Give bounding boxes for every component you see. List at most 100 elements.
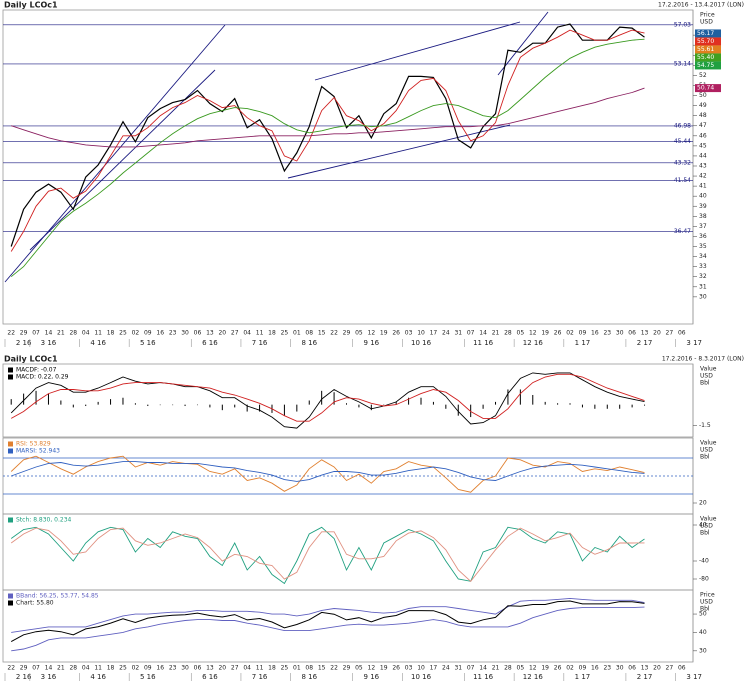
- x-tick-label: 17: [430, 330, 438, 337]
- price-tag: [695, 61, 721, 70]
- x-tick-label: 06: [194, 665, 202, 672]
- axis-unit-label: Value: [700, 516, 717, 523]
- x-tick-label: 18: [268, 665, 276, 672]
- histogram-bar: [221, 404, 223, 411]
- x-month-label: 10 16: [411, 339, 432, 347]
- histogram-bar: [644, 404, 646, 406]
- y-tick-label: 39: [699, 203, 707, 210]
- legend-label: Stch: 8.830, 0.234: [16, 517, 72, 524]
- histogram-bar: [35, 390, 37, 405]
- x-month-label: 7 16: [252, 673, 268, 681]
- axis-unit-label: Price: [700, 12, 715, 19]
- x-tick-label: 15: [318, 330, 326, 337]
- x-month-label: 1 17: [575, 673, 591, 681]
- histogram-bar: [457, 404, 459, 416]
- axis-unit-label: Value: [700, 440, 717, 447]
- histogram-bar: [346, 403, 347, 405]
- histogram-bar: [519, 389, 521, 405]
- x-tick-label: 10: [417, 330, 425, 337]
- x-tick-label: 30: [181, 330, 189, 337]
- x-tick-label: 07: [467, 665, 475, 672]
- trend-line: [497, 11, 549, 76]
- x-tick-label: 08: [305, 665, 313, 672]
- trend-line: [4, 24, 226, 283]
- level-label: 36.47: [674, 228, 691, 235]
- panel-frame: [2, 9, 694, 325]
- histogram-bar: [97, 401, 99, 405]
- series-line: [10, 23, 645, 247]
- x-tick-label: 23: [603, 330, 611, 337]
- histogram-bar: [184, 404, 186, 407]
- x-tick-label: 21: [492, 665, 500, 672]
- x-tick-label: 19: [380, 330, 388, 337]
- x-tick-label: 12: [368, 330, 376, 337]
- x-tick-label: 20: [218, 665, 226, 672]
- trend-line: [29, 69, 216, 251]
- x-tick-label: 07: [467, 330, 475, 337]
- x-tick-label: 22: [330, 665, 338, 672]
- histogram-bar: [569, 403, 571, 405]
- x-tick-label: 16: [591, 665, 599, 672]
- x-tick-label: 12: [368, 665, 376, 672]
- date-range: 17.2.2016 - 8.3.2017 (LON): [662, 356, 744, 363]
- histogram-bar: [507, 389, 509, 405]
- y-tick-label: 30: [699, 647, 707, 654]
- date-range: 17.2.2016 - 13.4.2017 (LON): [658, 2, 744, 9]
- axis-unit-label: Bbl: [700, 530, 710, 537]
- histogram-bar: [358, 404, 360, 408]
- histogram-bar: [196, 404, 198, 406]
- x-tick-label: 14: [479, 665, 487, 672]
- x-month-label: 12 16: [523, 339, 544, 347]
- histogram-bar: [606, 404, 608, 409]
- price-tag: [695, 45, 721, 54]
- legend-label: Chart: 55.80: [16, 600, 54, 607]
- x-month-label: 8 16: [301, 673, 317, 681]
- x-month-label: 3 17: [686, 339, 702, 347]
- series-line: [11, 87, 645, 148]
- x-month-label: 3 16: [41, 339, 57, 347]
- x-tick-label: 18: [107, 665, 115, 672]
- x-tick-label: 13: [206, 665, 214, 672]
- panel-frame: [2, 363, 694, 438]
- y-tick-label: 38: [699, 213, 707, 220]
- histogram-bar: [532, 394, 534, 405]
- x-tick-label: 29: [20, 330, 28, 337]
- legend-swatch: [8, 448, 13, 454]
- level-label: 46.98: [674, 122, 691, 129]
- x-tick-label: 30: [616, 330, 624, 337]
- x-tick-label: 20: [653, 665, 661, 672]
- series-line: [10, 455, 645, 493]
- histogram-bar: [544, 401, 546, 405]
- level-label: 41.54: [674, 177, 691, 184]
- y-tick-label: 45: [699, 142, 707, 149]
- x-month-label: 5 16: [140, 673, 156, 681]
- x-tick-label: 08: [305, 330, 313, 337]
- x-tick-label: 01: [293, 330, 301, 337]
- x-tick-label: 31: [454, 330, 462, 337]
- x-month-label: 4 16: [90, 673, 106, 681]
- x-tick-label: 25: [281, 665, 289, 672]
- x-tick-label: 04: [82, 330, 90, 337]
- histogram-bar: [110, 399, 112, 405]
- y-tick-label: 37: [699, 223, 707, 230]
- histogram-bar: [321, 390, 323, 405]
- legend-label: BBand: 56.25, 53.77, 54.85: [16, 593, 99, 600]
- price-tag-label: 55.61: [697, 46, 714, 53]
- x-tick-label: 06: [628, 665, 636, 672]
- x-month-label: 11 16: [473, 673, 494, 681]
- series-line: [11, 461, 645, 482]
- series-line: [10, 38, 645, 278]
- histogram-bar: [172, 404, 174, 406]
- y-tick-label: -40: [699, 558, 709, 565]
- x-tick-label: 22: [7, 665, 15, 672]
- y-tick-label: 40: [699, 522, 707, 529]
- y-tick-label: -1.5: [699, 422, 711, 429]
- x-month-label: 2 17: [637, 673, 653, 681]
- histogram-bar: [10, 399, 12, 405]
- histogram-bar: [408, 397, 410, 405]
- series-line: [11, 597, 645, 633]
- x-tick-label: 02: [566, 665, 574, 672]
- y-tick-label: 50: [699, 92, 707, 99]
- level-label: 53.14: [674, 60, 691, 67]
- x-month-label: 10 16: [411, 673, 432, 681]
